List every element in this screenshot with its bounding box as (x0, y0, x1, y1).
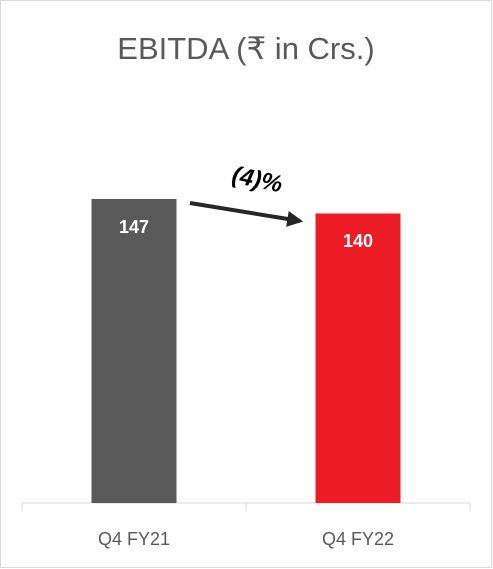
data-label: 147 (119, 217, 149, 237)
data-label: 140 (343, 231, 373, 251)
bar (91, 199, 177, 503)
x-tick-label: Q4 FY22 (322, 529, 394, 549)
x-tick-label: Q4 FY21 (98, 529, 170, 549)
bar (315, 213, 401, 504)
chart-title: EBITDA (₹ in Crs.) (117, 31, 374, 66)
change-arrow (189, 201, 304, 227)
